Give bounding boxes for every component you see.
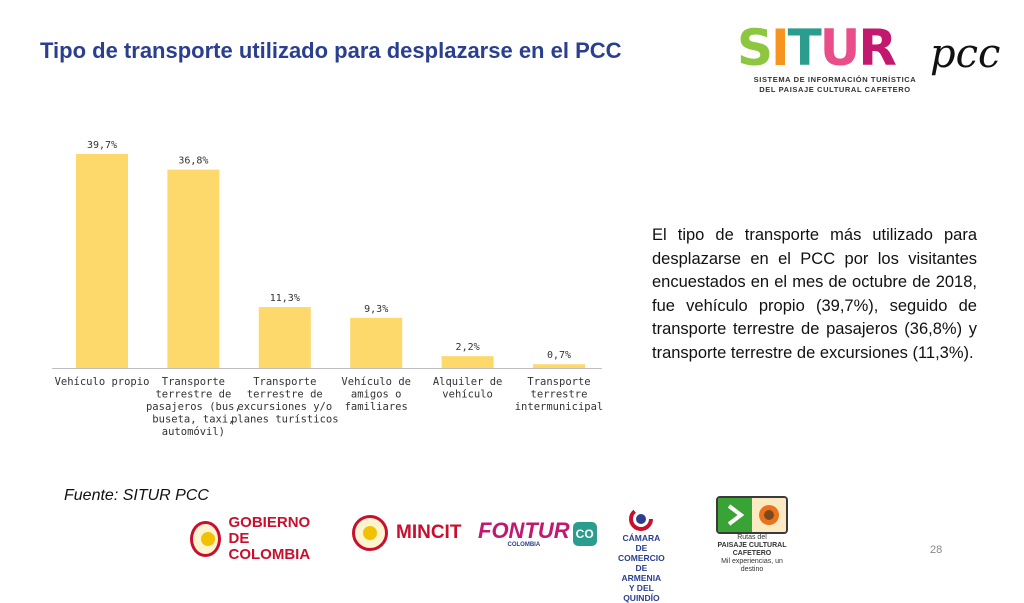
category-label: automóvil) bbox=[162, 426, 225, 438]
bar bbox=[533, 364, 585, 368]
mincit-logo: MINCIT bbox=[352, 515, 461, 551]
category-label: amigos o bbox=[351, 389, 402, 401]
camara-swirl-icon bbox=[629, 507, 654, 531]
bar-chart: 39,7%Vehículo propio36,8%Transporteterre… bbox=[52, 140, 604, 438]
category-label: terrestre de bbox=[155, 389, 231, 401]
chart-description: El tipo de transporte más utilizado para… bbox=[652, 226, 977, 362]
data-label: 9,3% bbox=[364, 304, 388, 315]
colombia-seal-icon bbox=[352, 515, 388, 551]
situr-wordmark: SITUR bbox=[737, 19, 897, 77]
bar bbox=[441, 356, 494, 368]
page-title: Tipo de transporte utilizado para despla… bbox=[40, 38, 622, 63]
logo-letter: T bbox=[787, 19, 822, 77]
mincit-text: MINCIT bbox=[396, 522, 462, 543]
logo-subtitle: SISTEMA DE INFORMACIÓN TURÍSTICA DEL PAI… bbox=[740, 75, 930, 95]
category-label: planes turísticos bbox=[231, 414, 338, 426]
bar bbox=[167, 169, 220, 368]
page-number: 28 bbox=[930, 544, 943, 556]
category-label: excursiones y/o bbox=[237, 401, 332, 413]
category-label: familiares bbox=[345, 401, 408, 413]
rutas-pcc-logo: Rutas del PAISAJE CULTURAL CAFETERO Mil … bbox=[716, 496, 788, 574]
category-label: Transporte bbox=[253, 376, 316, 388]
category-label: vehículo bbox=[442, 389, 493, 401]
camara-line2: DE ARMENIA Y DEL QUINDÍO bbox=[621, 563, 662, 603]
logo-subtitle-line2: DEL PAISAJE CULTURAL CAFETERO bbox=[759, 85, 911, 94]
data-label: 0,7% bbox=[547, 350, 571, 361]
data-label: 39,7% bbox=[87, 140, 117, 151]
category-label: pasajeros (bus, bbox=[146, 401, 241, 413]
logo-letter: I bbox=[771, 19, 790, 77]
camara-comercio-logo: CÁMARA DE COMERCIO DE ARMENIA Y DEL QUIN… bbox=[618, 505, 665, 603]
co-badge-icon: CO bbox=[572, 522, 597, 546]
category-label: Vehículo de bbox=[341, 376, 411, 388]
category-label: buseta, taxi, bbox=[152, 414, 234, 426]
logo-letter: R bbox=[858, 19, 896, 77]
data-label: 36,8% bbox=[178, 156, 208, 167]
bar bbox=[258, 307, 311, 368]
gobierno-line1: GOBIERNO bbox=[228, 514, 311, 531]
data-label: 11,3% bbox=[270, 293, 300, 304]
rutas-badge-icon bbox=[716, 496, 788, 534]
category-label: Alquiler de bbox=[433, 376, 503, 388]
fontur-logo: FONTUR COLOMBIA CO bbox=[478, 520, 597, 548]
camara-line1: CÁMARA DE COMERCIO bbox=[618, 533, 665, 563]
category-label: Transporte bbox=[162, 376, 225, 388]
logo-letter: U bbox=[819, 19, 861, 77]
logo-pcc: pcc bbox=[930, 31, 1001, 77]
arrow-icon bbox=[718, 498, 752, 532]
rutas-line1: Rutas del bbox=[737, 534, 767, 541]
logo-letter: S bbox=[737, 19, 773, 77]
rutas-line3: Mil experiencias, un destino bbox=[721, 558, 783, 573]
situr-pcc-logo: SITUR pcc SISTEMA DE INFORMACIÓN TURÍSTI… bbox=[737, 20, 1007, 100]
category-label: terrestre bbox=[531, 389, 588, 401]
category-label: terrestre de bbox=[247, 389, 323, 401]
category-label: intermunicipal bbox=[515, 401, 604, 413]
bar bbox=[350, 317, 403, 368]
bar bbox=[76, 154, 128, 368]
fontur-text: FONTUR bbox=[478, 518, 570, 543]
gobierno-logo: GOBIERNO DE COLOMBIA bbox=[190, 515, 316, 563]
category-label: Vehículo propio bbox=[55, 376, 150, 388]
gobierno-line2: DE COLOMBIA bbox=[228, 530, 311, 563]
rutas-line2: PAISAJE CULTURAL CAFETERO bbox=[717, 542, 787, 557]
source-note: Fuente: SITUR PCC bbox=[64, 487, 209, 504]
fontur-sub: COLOMBIA bbox=[507, 542, 541, 548]
colombia-seal-icon bbox=[190, 521, 221, 557]
data-label: 2,2% bbox=[456, 342, 480, 353]
category-label: Transporte bbox=[527, 376, 590, 388]
logo-subtitle-line1: SISTEMA DE INFORMACIÓN TURÍSTICA bbox=[753, 75, 917, 84]
coffee-flower-icon bbox=[752, 498, 786, 532]
